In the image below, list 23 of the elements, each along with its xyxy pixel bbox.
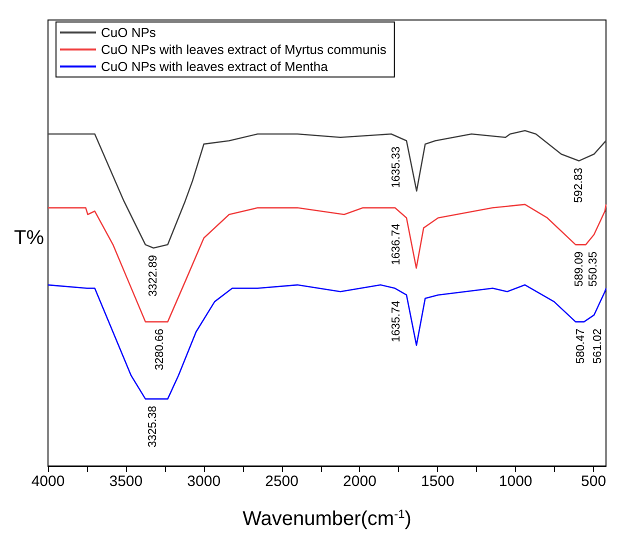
annotation: 550.35 (588, 251, 600, 287)
annotation: 3280.66 (154, 328, 166, 370)
legend-label: CuO NPs (101, 25, 156, 40)
x-tick-label: 4000 (31, 473, 65, 490)
legend-label: CuO NPs with leaves extract of Myrtus communis (101, 42, 387, 57)
x-tick-label: 1000 (498, 473, 532, 490)
annotation: 561.02 (592, 328, 604, 364)
annotation: 3322.89 (148, 254, 160, 297)
annotation: 580.47 (574, 328, 587, 364)
annotation: 1636.74 (390, 222, 402, 266)
annotation: 3325.38 (147, 406, 160, 448)
y-axis-title: T% (14, 227, 44, 249)
x-tick-label: 500 (581, 473, 606, 490)
x-tick-label: 1500 (420, 473, 454, 490)
legend-label: CuO NPs with leaves extract of Mentha (101, 59, 329, 74)
x-tick-label: 2000 (343, 473, 376, 490)
x-tick-label: 3500 (109, 473, 143, 490)
annotation: 589.09 (574, 251, 586, 287)
x-tick-label: 3000 (187, 473, 221, 490)
annotation: 592.83 (573, 168, 586, 203)
annotation: 1635.33 (390, 146, 403, 188)
x-tick-label: 2500 (265, 473, 298, 490)
annotation: 1635.74 (390, 300, 403, 342)
